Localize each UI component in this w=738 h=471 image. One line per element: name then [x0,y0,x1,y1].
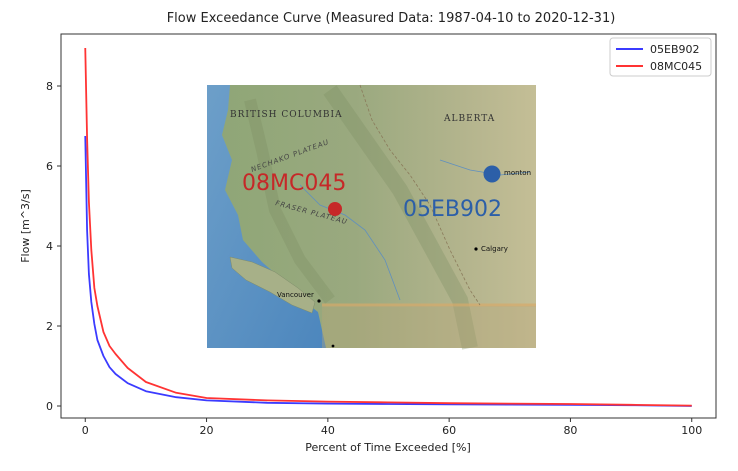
y-tick-label: 0 [46,400,53,413]
station-label-08MC045: 08MC045 [242,171,346,196]
map-label-ab: ALBERTA [443,114,495,124]
y-tick-label: 2 [46,320,53,333]
map-label-edmonton: monton [504,169,531,177]
x-tick-label: 60 [442,424,456,437]
chart-title: Flow Exceedance Curve (Measured Data: 19… [167,11,616,26]
station-marker-08MC045 [328,202,342,216]
series-line-05EB902 [84,135,692,407]
x-tick-label: 80 [563,424,577,437]
fraser-river [299,184,401,301]
legend: 05EB902 08MC045 [609,37,712,77]
y-axis: 0 2 4 6 8 [46,80,61,413]
station-label-05EB902: 05EB902 [403,197,502,222]
x-tick-label: 20 [200,424,214,437]
bc-ab-border [359,84,481,306]
vancouver-island [229,256,316,314]
coast-mountains-band [244,98,335,304]
y-tick-label: 6 [46,160,53,173]
map-label-bc: BRITISH COLUMBIA [230,110,343,120]
x-axis: 0 20 40 60 80 100 [82,418,702,437]
y-tick-label: 8 [46,80,53,93]
calgary-dot [474,247,478,251]
inset-map: BRITISH COLUMBIA ALBERTA NECHAKO PLATEAU… [207,84,536,350]
x-tick-label: 40 [321,424,335,437]
rocky-mountains-band [323,85,478,350]
map-ocean [207,85,326,348]
y-tick-label: 4 [46,240,53,253]
legend-label-05EB902: 05EB902 [650,43,700,56]
x-axis-label: Percent of Time Exceeded [%] [305,441,471,454]
station-marker-05EB902 [483,165,501,183]
series-lines [84,47,692,407]
series-line-08MC045 [84,47,692,407]
usa-region [322,306,536,348]
map-label-calgary: Calgary [481,245,508,253]
x-tick-label: 100 [681,424,702,437]
legend-label-08MC045: 08MC045 [650,60,702,73]
seattle-dot [331,344,335,348]
map-label-vancouver: Vancouver [277,291,314,299]
y-axis-label: Flow [m^3/s] [19,189,32,263]
x-tick-label: 0 [82,424,89,437]
vancouver-dot [317,299,321,303]
